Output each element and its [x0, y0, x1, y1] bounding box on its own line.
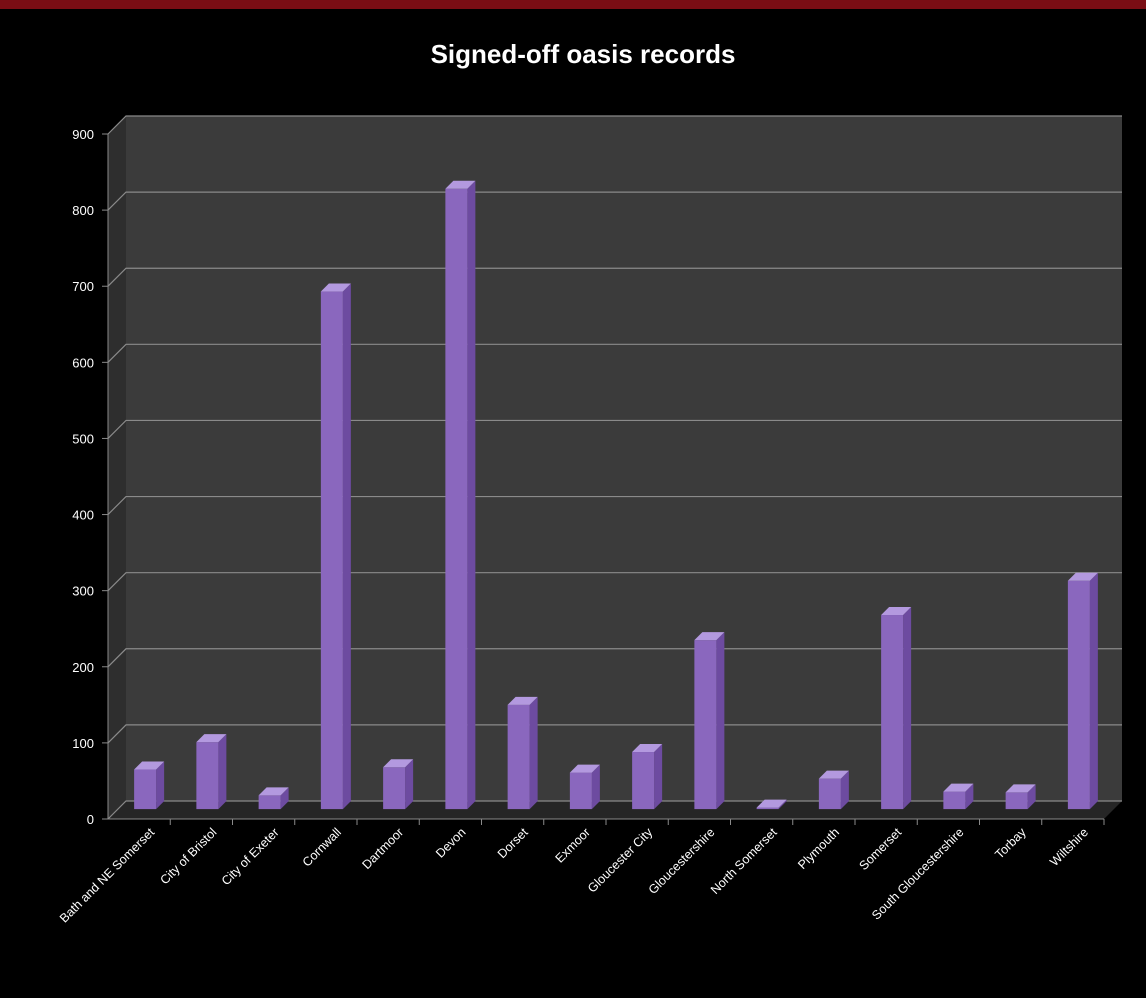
category-label: Gloucester City — [585, 825, 656, 896]
gridline — [107, 495, 1122, 515]
bar-side — [529, 696, 538, 810]
bar — [196, 742, 219, 810]
category-label: Dartmoor — [360, 825, 407, 872]
bar — [943, 791, 966, 810]
floor — [108, 801, 1122, 819]
category-label: Plymouth — [795, 825, 842, 872]
bar-top — [383, 759, 414, 768]
bar-side — [405, 759, 414, 810]
y-tick-label: 600 — [72, 355, 94, 370]
y-tick-label: 200 — [72, 660, 94, 675]
category-label: Dorset — [495, 825, 531, 861]
bar-side — [1027, 784, 1036, 810]
y-tick-label: 900 — [72, 127, 94, 142]
bar-top — [818, 770, 849, 779]
category-label: Somerset — [857, 825, 905, 873]
category-label: Exmoor — [553, 825, 593, 865]
bar-side — [591, 764, 600, 810]
gridline — [107, 419, 1122, 439]
category-label: Gloucestershire — [646, 825, 718, 897]
bar — [445, 188, 468, 810]
bar-top — [881, 607, 912, 616]
gridline — [107, 267, 1122, 287]
bar-side — [965, 783, 974, 810]
bar-side — [156, 761, 165, 810]
bar — [320, 291, 343, 810]
gridline — [107, 191, 1122, 211]
bar-top — [694, 632, 725, 641]
bar-top — [756, 799, 787, 808]
gridline — [107, 648, 1122, 668]
y-tick-label: 0 — [87, 812, 94, 827]
side-wall — [108, 116, 126, 819]
back-wall — [126, 116, 1122, 801]
category-label: Bath and NE Somerset — [57, 825, 158, 926]
bar-top — [196, 734, 227, 743]
gridline — [107, 115, 1122, 135]
bar — [756, 807, 779, 810]
bar — [507, 704, 530, 810]
bar-top — [134, 761, 165, 770]
bar-side — [778, 799, 787, 810]
gridline — [107, 572, 1122, 592]
bar-top — [1005, 784, 1036, 793]
bar-side — [218, 734, 227, 810]
bar-side — [654, 744, 663, 810]
bar-side — [467, 180, 476, 810]
y-tick-label: 500 — [72, 431, 94, 446]
bar-top — [445, 180, 476, 189]
bar-top — [258, 787, 289, 796]
bar — [881, 615, 904, 810]
chart-svg: 0 100 200 300 400 500 600 700 800 900 Bath and NE … — [57, 115, 1122, 926]
bar-side — [716, 632, 725, 810]
bar — [134, 769, 157, 810]
y-tick-label: 100 — [72, 736, 94, 751]
gridline — [107, 724, 1122, 744]
bar — [1005, 792, 1028, 810]
y-tick-label: 800 — [72, 203, 94, 218]
bar — [632, 752, 655, 810]
bar-top — [1067, 572, 1098, 581]
category-label: City of Exeter — [219, 825, 282, 888]
bar-top — [569, 764, 600, 773]
bar — [1067, 580, 1090, 810]
bar-side — [1089, 572, 1098, 810]
bar — [258, 795, 281, 810]
gridline — [107, 343, 1122, 363]
bar-side — [840, 770, 849, 810]
category-label: City of Bristol — [158, 825, 220, 887]
y-tick-label: 400 — [72, 508, 94, 523]
gridline — [107, 800, 1122, 820]
bar — [383, 767, 406, 810]
bar — [569, 772, 592, 810]
bar — [818, 778, 841, 810]
bar-top — [632, 744, 663, 753]
bar-top — [320, 283, 351, 292]
category-label: North Somerset — [708, 825, 780, 897]
category-label: Wiltshire — [1047, 825, 1091, 869]
category-label: Torbay — [992, 825, 1029, 862]
bar-side — [280, 787, 289, 810]
bar-top — [507, 696, 538, 705]
y-tick-label: 300 — [72, 584, 94, 599]
chart-title: Signed-off oasis records — [430, 39, 736, 69]
bar — [694, 640, 717, 810]
bar-top — [943, 783, 974, 792]
category-label: Devon — [433, 825, 468, 860]
category-label: Cornwall — [300, 825, 344, 869]
bar-side — [903, 607, 912, 810]
bar-side — [342, 283, 351, 810]
y-tick-label: 700 — [72, 279, 94, 294]
